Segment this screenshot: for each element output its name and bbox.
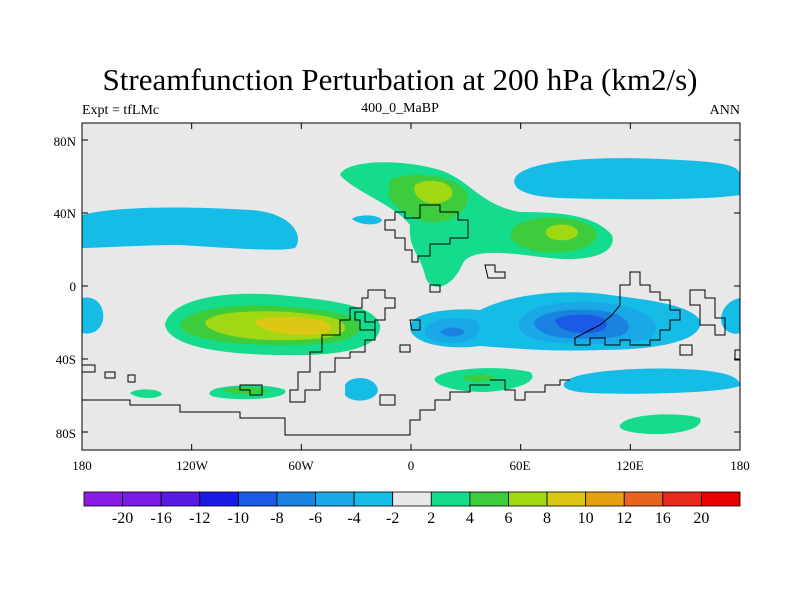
lat-tick-80s: 80S xyxy=(55,426,76,441)
lon-tick-0: 0 xyxy=(407,458,415,473)
period-label: 400_0_MaBP xyxy=(361,101,439,116)
lon-tick-180e: 180 xyxy=(730,458,750,473)
colorbar-label: -10 xyxy=(227,510,249,527)
contour-positive-15 xyxy=(619,414,701,435)
colorbar-label: -16 xyxy=(150,510,172,527)
contour-negative-12 xyxy=(345,378,378,401)
colorbar-label: 16 xyxy=(654,510,671,527)
colorbar-label: -4 xyxy=(347,510,361,527)
colorbar-label: -20 xyxy=(111,510,134,527)
lat-tick-0: 0 xyxy=(69,279,77,294)
plot-title: Streamfunction Perturbation at 200 hPa (… xyxy=(102,62,698,97)
lat-tick-80n: 80N xyxy=(53,134,76,149)
colorbar-label: -6 xyxy=(308,510,323,527)
lon-tick-180w: 180 xyxy=(72,458,92,473)
lon-tick-120w: 120W xyxy=(176,458,208,473)
colorbar-label: 4 xyxy=(465,510,474,527)
contour-negative-2 xyxy=(352,215,382,225)
colorbar-label: -12 xyxy=(189,510,211,527)
contour-positive-5 xyxy=(545,224,578,241)
colorbar-label: 6 xyxy=(504,510,513,527)
colorbar-label: 10 xyxy=(577,510,594,527)
contour-negative-13 xyxy=(563,368,740,394)
experiment-label: Expt = tfLMc xyxy=(82,103,160,118)
colorbar-label: 2 xyxy=(427,510,436,527)
colorbar-label: -2 xyxy=(386,510,400,527)
coastlines xyxy=(82,204,740,436)
contour-negative-11 xyxy=(440,327,465,337)
contour-positive-9 xyxy=(255,316,332,335)
axis-ticks xyxy=(81,123,741,450)
contour-positive-4 xyxy=(414,180,453,204)
contour-positive-12 xyxy=(130,389,162,398)
contour-negative-5 xyxy=(721,298,740,334)
contour-negative-3 xyxy=(514,158,740,200)
season-label: ANN xyxy=(709,103,740,118)
contour-negative-4 xyxy=(82,297,104,334)
colorbar-label: 8 xyxy=(543,510,552,527)
contour-positive-14 xyxy=(462,374,495,382)
contour-positive-11 xyxy=(222,387,270,395)
lon-tick-60e: 60E xyxy=(509,458,531,473)
colorbar-label: 20 xyxy=(693,510,710,527)
contour-fill xyxy=(82,158,740,436)
colorbar-label: -8 xyxy=(270,510,284,527)
lon-tick-120e: 120E xyxy=(616,458,644,473)
lat-tick-40n: 40N xyxy=(53,206,76,221)
contour-negative-1 xyxy=(82,207,298,250)
colorbar-label: 12 xyxy=(616,510,633,527)
lon-tick-60w: 60W xyxy=(288,458,314,473)
lat-tick-40s: 40S xyxy=(55,352,76,367)
